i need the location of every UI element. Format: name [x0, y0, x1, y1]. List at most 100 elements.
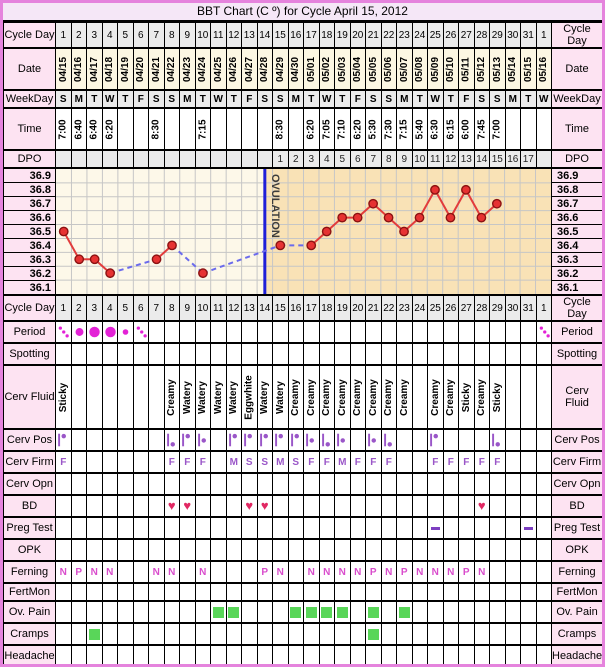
- cell-spotting-col-31: [520, 342, 537, 366]
- cell-weekday-col-24: T: [411, 89, 428, 109]
- cell-ferning-col-2: P: [70, 560, 87, 584]
- cell-preg_test-col-24: [411, 516, 428, 540]
- cell-cycle_day-col-19: 19: [334, 21, 351, 49]
- cell-cramps-col-6: [132, 622, 149, 646]
- cell-cerv_pos-col-18: [318, 428, 335, 452]
- cell-period-col-6: [132, 320, 149, 344]
- cell-cycle_day-col-31: 31: [520, 294, 537, 322]
- cell-fertmon-col-31: [520, 582, 537, 602]
- cell-period-col-1: [55, 320, 72, 344]
- cell-bd-col-24: [411, 494, 428, 518]
- cell-opk-col-17: [303, 538, 320, 562]
- cell-cerv_pos-col-6: [132, 428, 149, 452]
- cell-bd-col-18: [318, 494, 335, 518]
- cerv-pos-symbol-high: [259, 433, 268, 447]
- date-text: 04/19: [119, 56, 131, 82]
- cerv-fluid-text: Watery: [228, 380, 240, 414]
- date-text: 04/30: [290, 56, 302, 82]
- cell-cerv_fluid-col-23: Creamy: [396, 364, 413, 430]
- cell-cerv_fluid-col-18: Creamy: [318, 364, 335, 430]
- cell-preg_test-col-11: [210, 516, 227, 540]
- cell-cycle_day-col-13: 13: [241, 21, 258, 49]
- date-text: 05/12: [476, 56, 488, 82]
- cell-ov_pain-col-28: [473, 600, 490, 624]
- cell-cycle_day-col-24: 24: [411, 294, 428, 322]
- cell-cerv_pos-col-14: [256, 428, 273, 452]
- cell-ov_pain-col-14: [256, 600, 273, 624]
- cell-fertmon-col-26: [442, 582, 459, 602]
- cell-dpo-col-22: 8: [380, 149, 397, 169]
- cell-cycle_day-col-20: 20: [349, 21, 366, 49]
- cell-cerv_opn-col-25: [427, 472, 444, 496]
- cell-period-col-27: [458, 320, 475, 344]
- cell-time-col-4: 6:20: [101, 107, 118, 151]
- cell-time-col-19: 7:10: [334, 107, 351, 151]
- date-text: 04/17: [88, 56, 100, 82]
- cell-ov_pain-col-19: [334, 600, 351, 624]
- cell-cerv_pos-col-26: [442, 428, 459, 452]
- cell-preg_test-col-32: [535, 516, 552, 540]
- cell-ov_pain-col-1: [55, 600, 72, 624]
- cell-preg_test-col-19: [334, 516, 351, 540]
- cell-ferning-col-24: N: [411, 560, 428, 584]
- cell-weekday-col-17: T: [303, 89, 320, 109]
- cell-preg_test-col-7: [148, 516, 165, 540]
- cell-cerv_fluid-col-24: [411, 364, 428, 430]
- cell-bd-col-19: [334, 494, 351, 518]
- cell-cerv_firm-col-10: F: [194, 450, 211, 474]
- y-tick-left: 36.1: [4, 280, 55, 294]
- cell-bd-col-6: [132, 494, 149, 518]
- cell-period-col-23: [396, 320, 413, 344]
- cell-dpo-col-17: 3: [303, 149, 320, 169]
- cell-headache-col-12: [225, 644, 242, 664]
- cell-weekday-col-29: S: [489, 89, 506, 109]
- cell-weekday-col-15: S: [272, 89, 289, 109]
- temp-point-day-18: [321, 226, 332, 237]
- row-label-fertmon-right: FertMon: [551, 582, 602, 602]
- cell-weekday-col-16: M: [287, 89, 304, 109]
- cell-opk-col-13: [241, 538, 258, 562]
- row-label-bd-left: BD: [3, 494, 56, 518]
- cell-cerv_fluid-col-3: [86, 364, 103, 430]
- cell-bd-col-11: [210, 494, 227, 518]
- cell-preg_test-col-31: [520, 516, 537, 540]
- cell-ov_pain-col-17: [303, 600, 320, 624]
- row-label-date-right: Date: [551, 47, 602, 91]
- cell-cycle_day-col-26: 26: [442, 294, 459, 322]
- bd-heart-icon: ♥: [477, 498, 486, 513]
- cell-cerv_opn-col-15: [272, 472, 289, 496]
- cell-time-col-28: 7:45: [473, 107, 490, 151]
- cell-ov_pain-col-12: [225, 600, 242, 624]
- cell-fertmon-col-1: [55, 582, 72, 602]
- cell-cerv_fluid-col-16: Creamy: [287, 364, 304, 430]
- y-tick-right: 36.4: [552, 238, 602, 252]
- cell-cramps-col-13: [241, 622, 258, 646]
- y-tick-left: 36.5: [4, 224, 55, 238]
- cell-headache-col-14: [256, 644, 273, 664]
- cell-time-col-9: [179, 107, 196, 151]
- cerv-pos-symbol-high: [275, 433, 283, 447]
- cell-cerv_firm-col-3: [86, 450, 103, 474]
- cell-preg_test-col-25: [427, 516, 444, 540]
- cell-cycle_day-col-1: 1: [55, 21, 72, 49]
- temp-axis-left: 36.9 36.8 36.7 36.6 36.5 36.4 36.3 36.2 36.1: [3, 167, 56, 296]
- cell-date-col-15: 04/29: [272, 47, 289, 91]
- cell-headache-col-26: [442, 644, 459, 664]
- cell-weekday-col-13: F: [241, 89, 258, 109]
- cell-cycle_day-col-18: 18: [318, 21, 335, 49]
- ov_pain-marker: [321, 606, 333, 618]
- cell-opk-col-24: [411, 538, 428, 562]
- cell-bd-col-30: [504, 494, 521, 518]
- cell-fertmon-col-22: [380, 582, 397, 602]
- cell-cerv_opn-col-18: [318, 472, 335, 496]
- cell-ferning-col-15: N: [272, 560, 289, 584]
- row-label-preg_test-left: Preg Test: [3, 516, 56, 540]
- cell-period-col-7: [148, 320, 165, 344]
- cell-cerv_firm-col-30: [504, 450, 521, 474]
- cell-period-col-13: [241, 320, 258, 344]
- cell-cerv_fluid-col-29: Sticky: [489, 364, 506, 430]
- cell-cramps-col-18: [318, 622, 335, 646]
- cell-cycle_day-col-3: 3: [86, 294, 103, 322]
- temp-point-day-7: [151, 254, 162, 265]
- cell-date-col-24: 05/08: [411, 47, 428, 91]
